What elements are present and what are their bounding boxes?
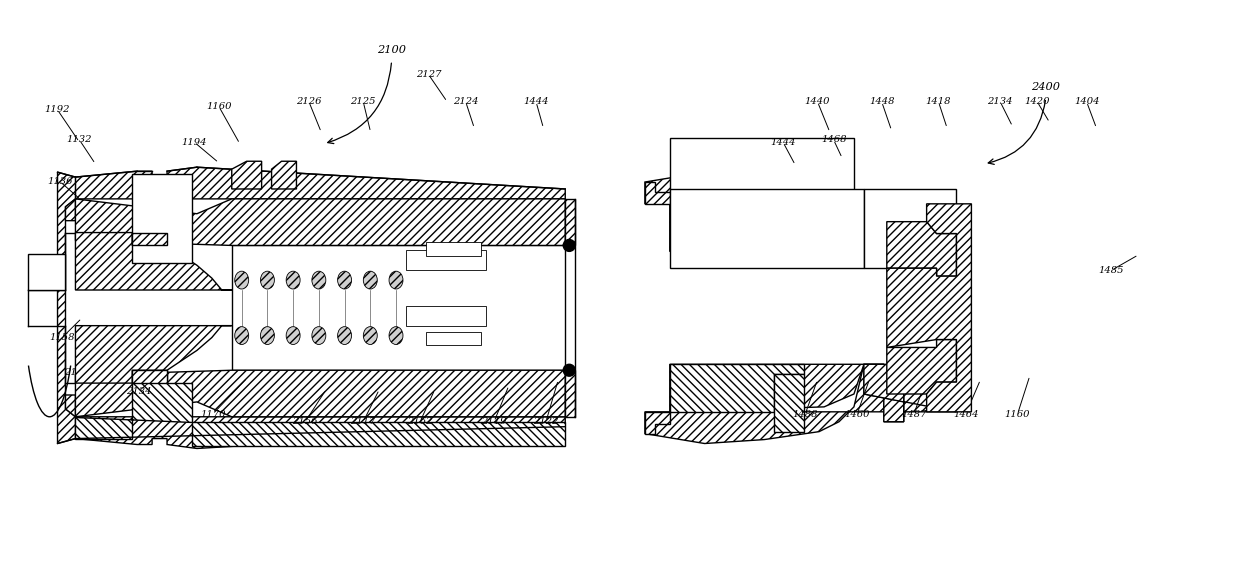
Polygon shape bbox=[887, 204, 971, 412]
Polygon shape bbox=[864, 364, 904, 402]
Bar bbox=[133, 174, 192, 263]
Ellipse shape bbox=[312, 271, 326, 289]
Polygon shape bbox=[66, 199, 76, 221]
Polygon shape bbox=[76, 232, 232, 290]
Polygon shape bbox=[645, 412, 670, 433]
Text: 1440: 1440 bbox=[805, 97, 831, 106]
Text: 1464: 1464 bbox=[952, 410, 978, 419]
Text: 2130: 2130 bbox=[64, 368, 89, 376]
Text: 1132: 1132 bbox=[67, 135, 92, 144]
Text: 1487: 1487 bbox=[901, 410, 926, 419]
Ellipse shape bbox=[286, 271, 300, 289]
Polygon shape bbox=[645, 172, 956, 252]
Bar bbox=[425, 242, 481, 256]
Polygon shape bbox=[887, 339, 956, 394]
Polygon shape bbox=[133, 370, 167, 383]
Text: 1194: 1194 bbox=[181, 138, 207, 146]
Text: 1488: 1488 bbox=[792, 410, 818, 419]
Ellipse shape bbox=[337, 271, 352, 289]
Polygon shape bbox=[670, 204, 864, 252]
Text: 1192: 1192 bbox=[45, 105, 69, 114]
Text: 2156: 2156 bbox=[293, 417, 317, 426]
Text: 2100: 2100 bbox=[377, 45, 407, 55]
Polygon shape bbox=[670, 364, 805, 412]
Text: 2400: 2400 bbox=[1032, 82, 1060, 92]
Text: 2127: 2127 bbox=[415, 70, 441, 79]
Ellipse shape bbox=[337, 327, 352, 345]
Polygon shape bbox=[565, 199, 575, 245]
Text: 1468: 1468 bbox=[821, 135, 847, 144]
Text: 1170: 1170 bbox=[200, 410, 226, 419]
Text: 2162: 2162 bbox=[407, 417, 433, 426]
Polygon shape bbox=[272, 162, 296, 189]
Polygon shape bbox=[887, 222, 956, 276]
Ellipse shape bbox=[234, 327, 249, 345]
Ellipse shape bbox=[234, 271, 249, 289]
Polygon shape bbox=[76, 370, 565, 417]
Ellipse shape bbox=[260, 271, 274, 289]
Ellipse shape bbox=[389, 327, 403, 345]
Polygon shape bbox=[57, 172, 76, 443]
Ellipse shape bbox=[260, 327, 274, 345]
Text: 1444: 1444 bbox=[523, 97, 549, 106]
Ellipse shape bbox=[312, 327, 326, 345]
Text: 2126: 2126 bbox=[296, 97, 321, 106]
Bar bbox=[405, 250, 486, 270]
Ellipse shape bbox=[389, 271, 403, 289]
Polygon shape bbox=[864, 194, 956, 252]
Text: 1448: 1448 bbox=[869, 97, 894, 106]
Polygon shape bbox=[670, 364, 864, 412]
Polygon shape bbox=[232, 162, 262, 189]
Bar bbox=[670, 138, 854, 252]
Polygon shape bbox=[66, 395, 76, 417]
Text: 1160: 1160 bbox=[1004, 410, 1030, 419]
Polygon shape bbox=[645, 182, 670, 204]
Text: 2117: 2117 bbox=[351, 417, 376, 426]
Bar bbox=[405, 306, 486, 326]
Bar bbox=[232, 245, 565, 370]
Polygon shape bbox=[565, 370, 575, 417]
Polygon shape bbox=[133, 232, 167, 245]
Text: 2134: 2134 bbox=[125, 387, 151, 396]
Ellipse shape bbox=[363, 327, 377, 345]
Text: 1444: 1444 bbox=[770, 138, 796, 146]
Polygon shape bbox=[864, 364, 956, 422]
Text: 1404: 1404 bbox=[1074, 97, 1100, 106]
Text: 1158: 1158 bbox=[50, 333, 74, 342]
Text: 1136: 1136 bbox=[47, 177, 72, 186]
Ellipse shape bbox=[563, 239, 575, 252]
Text: 1418: 1418 bbox=[926, 97, 951, 106]
Text: 2122: 2122 bbox=[533, 417, 559, 426]
Text: 1485: 1485 bbox=[1099, 266, 1123, 275]
Ellipse shape bbox=[563, 364, 575, 376]
Ellipse shape bbox=[286, 327, 300, 345]
Polygon shape bbox=[76, 167, 565, 199]
Text: 2119: 2119 bbox=[481, 417, 507, 426]
Bar bbox=[670, 189, 864, 268]
Text: 1460: 1460 bbox=[844, 410, 869, 419]
Polygon shape bbox=[76, 370, 192, 439]
Text: 1420: 1420 bbox=[1024, 97, 1050, 106]
Ellipse shape bbox=[363, 271, 377, 289]
Polygon shape bbox=[645, 364, 956, 443]
Polygon shape bbox=[192, 422, 565, 446]
Text: 2124: 2124 bbox=[453, 97, 479, 106]
Bar bbox=[425, 332, 481, 346]
Polygon shape bbox=[76, 417, 565, 449]
Polygon shape bbox=[76, 326, 232, 383]
Bar bbox=[864, 189, 956, 268]
Bar bbox=[27, 254, 66, 290]
Text: 2125: 2125 bbox=[351, 97, 376, 106]
Polygon shape bbox=[774, 374, 805, 432]
Text: 2134: 2134 bbox=[987, 97, 1013, 106]
Polygon shape bbox=[76, 199, 565, 245]
Text: 1160: 1160 bbox=[206, 102, 232, 111]
